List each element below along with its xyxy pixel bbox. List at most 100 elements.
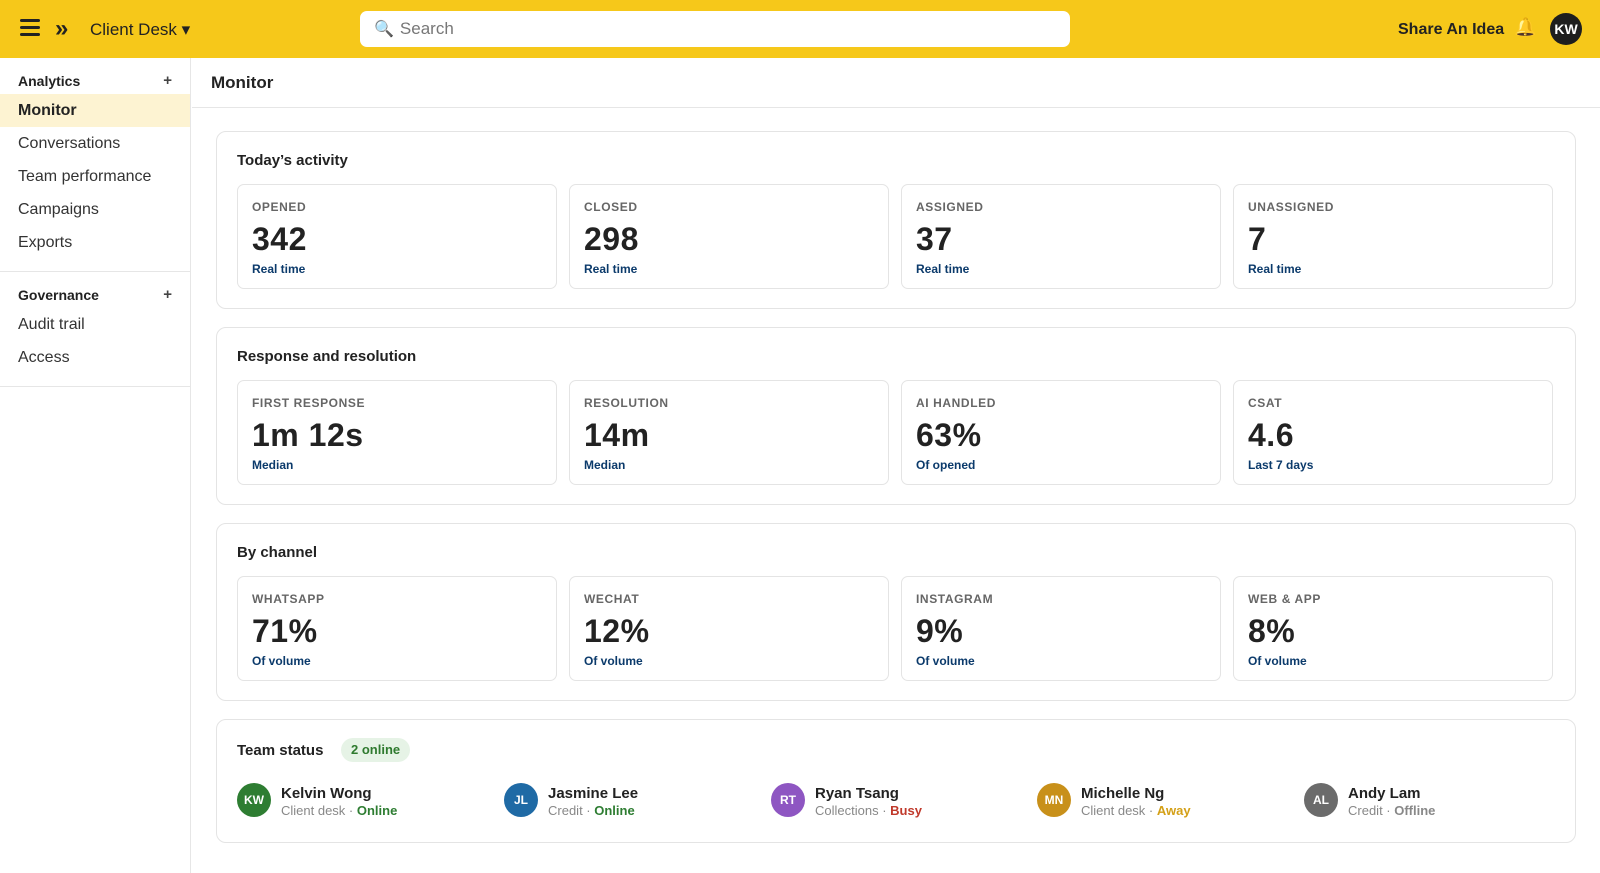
metric-subtitle: Median — [584, 458, 626, 472]
member-team: Client desk · — [1081, 803, 1157, 818]
sidebar: Analytics + Monitor Conversations Team p… — [0, 58, 191, 873]
avatar: AL — [1304, 783, 1338, 817]
page-title: Monitor — [211, 73, 274, 92]
sidebar-item-audit-trail[interactable]: Audit trail — [18, 316, 85, 333]
metric-value: 1m 12s — [252, 417, 364, 453]
member-team: Collections · — [815, 803, 891, 818]
member-meta: Collections · Busy — [815, 803, 922, 818]
metric-subtitle: Real time — [1248, 262, 1302, 276]
hamburger-menu-icon[interactable] — [20, 19, 40, 39]
member-meta: Credit · Online — [548, 803, 635, 818]
metric-subtitle: Last 7 days — [1248, 458, 1314, 472]
search-box[interactable]: 🔍 — [360, 11, 1070, 47]
metric-subtitle: Median — [252, 458, 294, 472]
panel-title: Team status — [237, 742, 324, 759]
member-meta: Credit · Offline — [1348, 803, 1435, 818]
metric-subtitle: Of opened — [916, 458, 976, 472]
team-member[interactable]: AL Andy Lam Credit · Offline — [1304, 783, 1564, 819]
panel-todays-activity: Today’s activity OPENED 342 Real time CL… — [216, 131, 1576, 309]
member-name: Andy Lam — [1348, 785, 1421, 802]
metric-subtitle: Of volume — [916, 654, 975, 668]
member-name: Michelle Ng — [1081, 785, 1165, 802]
sidebar-section-governance: Governance + Audit trail Access — [0, 272, 190, 387]
panel-team-status: Team status 2 online KW Kelvin Wong Clie… — [216, 719, 1576, 843]
member-status: Online — [594, 803, 635, 818]
metric-card-resolution[interactable]: RESOLUTION 14m Median — [569, 380, 889, 485]
team-member[interactable]: KW Kelvin Wong Client desk · Online — [237, 783, 497, 819]
sidebar-item-team-performance[interactable]: Team performance — [18, 168, 152, 185]
metric-value: 9% — [916, 613, 964, 649]
add-analytics-plus-icon[interactable]: + — [163, 72, 172, 89]
metric-value: 37 — [916, 221, 953, 257]
metric-card-csat[interactable]: CSAT 4.6 Last 7 days — [1233, 380, 1553, 485]
bell-icon[interactable]: 🔔 — [1514, 17, 1537, 37]
metric-card-web-app[interactable]: WEB & APP 8% Of volume — [1233, 576, 1553, 681]
metric-label: WEB & APP — [1248, 592, 1321, 606]
sidebar-item-campaigns[interactable]: Campaigns — [18, 201, 99, 218]
top-bar: » Client Desk ▾ 🔍 Share An Idea 🔔 KW — [0, 0, 1600, 58]
sidebar-item-access[interactable]: Access — [18, 349, 70, 366]
metric-subtitle: Real time — [916, 262, 970, 276]
metric-label: CSAT — [1248, 396, 1283, 410]
metric-value: 14m — [584, 417, 650, 453]
share-idea-link[interactable]: Share An Idea — [1398, 21, 1505, 38]
team-member[interactable]: RT Ryan Tsang Collections · Busy — [771, 783, 1031, 819]
double-chevron-right-icon[interactable]: » — [55, 15, 69, 42]
sidebar-header-analytics: Analytics + — [0, 68, 190, 94]
metric-subtitle: Real time — [584, 262, 638, 276]
sidebar-header-label: Analytics — [18, 73, 81, 89]
sidebar-section-analytics: Analytics + Monitor Conversations Team p… — [0, 58, 190, 272]
member-status: Away — [1156, 803, 1191, 818]
sidebar-item-conversations[interactable]: Conversations — [18, 135, 121, 152]
user-avatar[interactable]: KW — [1550, 13, 1582, 45]
metric-value: 12% — [584, 613, 650, 649]
member-status: Busy — [890, 803, 922, 818]
metric-label: UNASSIGNED — [1248, 200, 1335, 214]
metric-value: 63% — [916, 417, 982, 453]
metric-subtitle: Of volume — [252, 654, 311, 668]
metric-card-instagram[interactable]: INSTAGRAM 9% Of volume — [901, 576, 1221, 681]
avatar: JL — [504, 783, 538, 817]
metric-label: OPENED — [252, 200, 307, 214]
search-icon: 🔍 — [374, 21, 394, 38]
member-team: Credit · — [1348, 803, 1395, 818]
metric-label: WHATSAPP — [252, 592, 325, 606]
member-team: Credit · — [548, 803, 595, 818]
metric-value: 71% — [252, 613, 318, 649]
sidebar-item-exports[interactable]: Exports — [18, 234, 73, 251]
team-member[interactable]: JL Jasmine Lee Credit · Online — [504, 783, 764, 819]
metric-value: 8% — [1248, 613, 1296, 649]
panel-title: By channel — [237, 544, 318, 561]
sidebar-header-label: Governance — [18, 287, 99, 303]
metric-subtitle: Real time — [252, 262, 306, 276]
member-status: Offline — [1394, 803, 1436, 818]
metric-card-closed[interactable]: CLOSED 298 Real time — [569, 184, 889, 289]
metric-card-opened[interactable]: OPENED 342 Real time — [237, 184, 557, 289]
app-switcher[interactable]: Client Desk ▾ — [90, 20, 191, 39]
metric-card-ai-handled[interactable]: AI HANDLED 63% Of opened — [901, 380, 1221, 485]
metric-card-assigned[interactable]: ASSIGNED 37 Real time — [901, 184, 1221, 289]
metric-card-whatsapp[interactable]: WHATSAPP 71% Of volume — [237, 576, 557, 681]
metric-subtitle: Of volume — [584, 654, 643, 668]
metric-label: CLOSED — [584, 200, 638, 214]
metric-card-wechat[interactable]: WECHAT 12% Of volume — [569, 576, 889, 681]
team-member[interactable]: MN Michelle Ng Client desk · Away — [1037, 783, 1297, 819]
sidebar-item-monitor[interactable]: Monitor — [0, 94, 190, 127]
add-governance-plus-icon[interactable]: + — [163, 286, 172, 303]
sidebar-header-governance: Governance + — [0, 282, 190, 308]
metric-label: INSTAGRAM — [916, 592, 994, 606]
metric-card-unassigned[interactable]: UNASSIGNED 7 Real time — [1233, 184, 1553, 289]
member-team: Client desk · — [281, 803, 357, 818]
member-meta: Client desk · Online — [281, 803, 397, 818]
metric-label: FIRST RESPONSE — [252, 396, 366, 410]
metric-value: 4.6 — [1248, 417, 1294, 453]
search-input[interactable] — [399, 19, 1040, 39]
member-name: Kelvin Wong — [281, 785, 372, 802]
online-count-badge: 2 online — [341, 738, 411, 762]
metric-card-first-response[interactable]: FIRST RESPONSE 1m 12s Median — [237, 380, 557, 485]
metric-label: RESOLUTION — [584, 396, 669, 410]
page-header: Monitor — [192, 58, 1600, 108]
member-meta: Client desk · Away — [1081, 803, 1191, 818]
metric-value: 342 — [252, 221, 307, 257]
avatar: RT — [771, 783, 805, 817]
